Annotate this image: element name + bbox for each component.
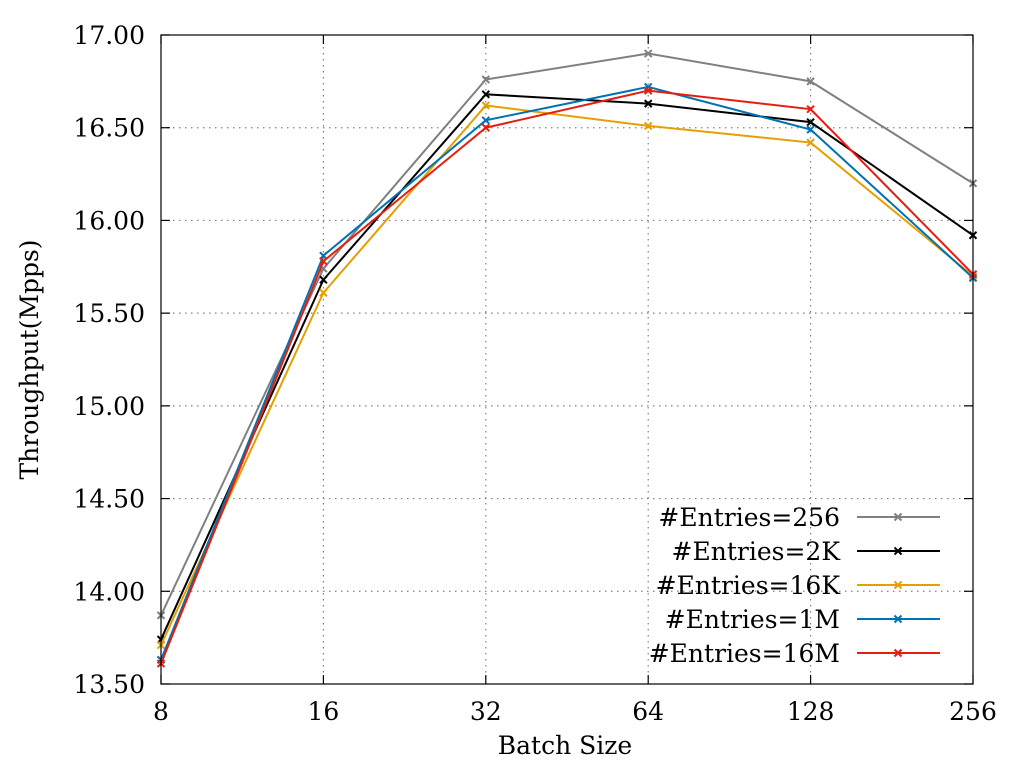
y-tick-label: 14.00 — [73, 577, 145, 606]
y-tick-label: 17.00 — [73, 21, 145, 50]
data-point-marker — [481, 90, 491, 99]
legend-label: #Entries=1M — [665, 605, 840, 634]
data-point-marker — [893, 512, 903, 522]
series-line — [160, 52, 974, 616]
data-point-marker — [806, 104, 815, 114]
data-point-marker — [806, 117, 815, 127]
legend-label: #Entries=2K — [672, 537, 842, 566]
legend-label: #Entries=256 — [658, 503, 840, 532]
data-point-marker — [893, 546, 903, 556]
x-tick-label: 256 — [949, 697, 997, 726]
y-tick-label: 14.50 — [73, 485, 145, 514]
series-line — [160, 104, 974, 646]
data-point-marker — [643, 49, 653, 58]
y-tick-label: 16.50 — [73, 114, 145, 143]
x-tick-label: 8 — [153, 697, 169, 726]
data-point-marker — [319, 288, 328, 297]
series-line — [160, 93, 974, 640]
legend-label: #Entries=16K — [656, 571, 842, 600]
series-layer — [156, 49, 978, 668]
x-tick-label: 16 — [307, 697, 339, 726]
data-point-marker — [893, 648, 903, 658]
y-tick-label: 15.50 — [73, 299, 145, 328]
data-point-marker — [643, 121, 653, 131]
data-point-marker — [481, 123, 491, 132]
x-tick-label: 128 — [787, 697, 835, 726]
x-tick-label: 64 — [632, 697, 664, 726]
series-line — [160, 89, 974, 664]
y-tick-label: 15.00 — [73, 392, 145, 421]
data-point-marker — [319, 275, 328, 284]
data-point-marker — [319, 257, 328, 266]
series-0 — [156, 49, 978, 620]
y-tick-label: 13.50 — [73, 670, 145, 699]
data-point-marker — [481, 101, 491, 110]
tick-layer: 13.50 14.00 14.50 15.00 15.50 16.00 16.50 17.00… — [73, 21, 996, 726]
data-point-marker — [893, 614, 903, 624]
data-point-marker — [806, 138, 815, 147]
data-point-marker — [481, 75, 491, 84]
legend: #Entries=256 #Entries=2K #Entries=16K #Entr… — [649, 503, 940, 668]
y-tick-label: 16.00 — [73, 206, 145, 235]
series-line — [160, 85, 974, 661]
y-axis-title: Throughput(Mpps) — [15, 239, 44, 479]
data-point-marker — [643, 86, 653, 95]
x-tick-label: 32 — [470, 697, 502, 726]
x-axis-title: Batch Size — [498, 731, 632, 760]
series-4 — [156, 86, 978, 668]
data-point-marker — [806, 125, 815, 134]
legend-label: #Entries=16M — [649, 639, 840, 668]
data-point-marker — [481, 116, 491, 125]
data-point-marker — [806, 77, 815, 86]
plot-frame — [160, 34, 974, 685]
data-point-marker — [643, 99, 653, 108]
data-point-marker — [893, 580, 903, 590]
